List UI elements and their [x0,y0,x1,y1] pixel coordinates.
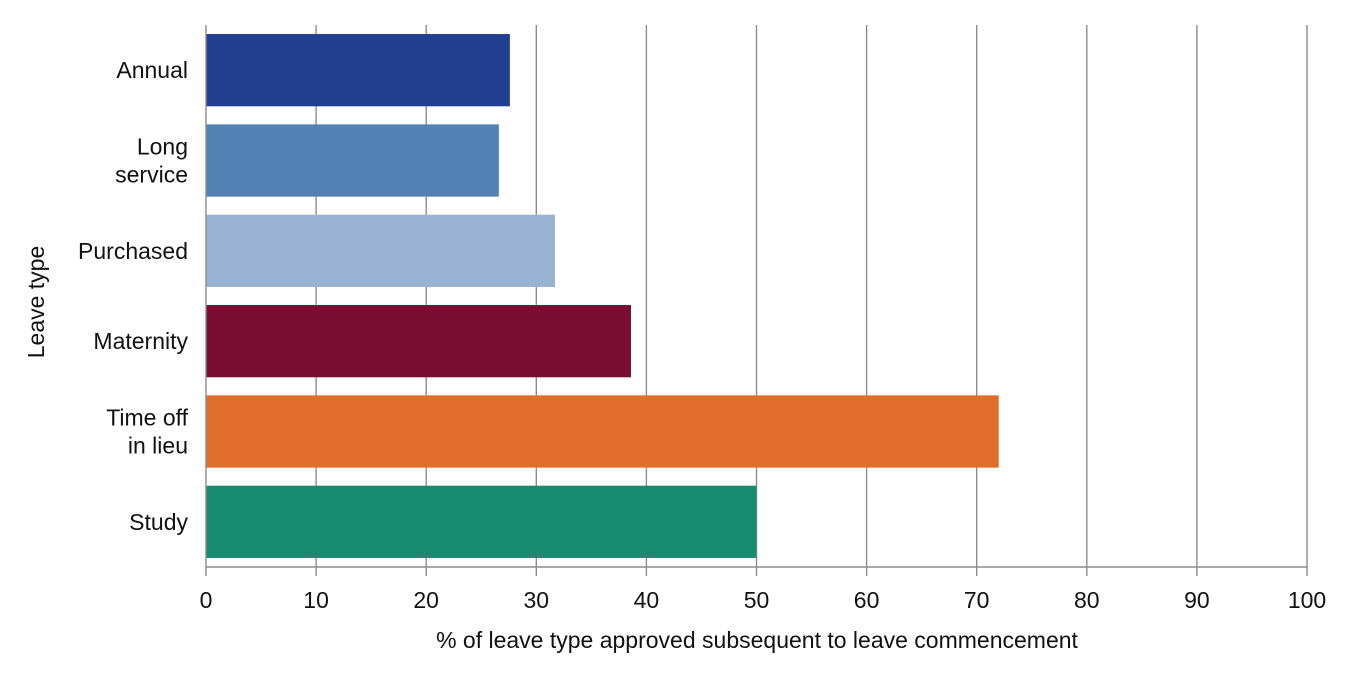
x-tick-label: 80 [1074,587,1100,613]
bar-annual [206,34,510,107]
bar-long-service [206,124,499,197]
x-tick-label: 90 [1184,587,1210,613]
x-tick-label: 60 [854,587,880,613]
bar-purchased [206,214,556,287]
bars [206,34,999,558]
bar-maternity [206,305,631,378]
x-axis-title: % of leave type approved subsequent to l… [436,627,1078,653]
category-label: service [115,162,188,188]
x-tick-label: 30 [524,587,550,613]
x-tick-label: 20 [413,587,439,613]
category-label: Maternity [93,328,188,354]
bar-study [206,485,757,558]
x-tick-label: 10 [303,587,329,613]
category-label: Long [137,134,188,160]
category-label: Annual [116,57,188,83]
bar-time-off-in-lieu [206,395,999,468]
x-tick-label: 70 [964,587,990,613]
x-tick-label: 0 [200,587,213,613]
category-label: Time off [106,405,188,431]
category-label: Study [129,509,188,535]
category-label: in lieu [128,433,188,459]
axes [205,25,1308,576]
x-tick-label: 50 [744,587,770,613]
x-tick-label: 100 [1288,587,1326,613]
gridlines [315,25,1308,567]
x-tick-label: 40 [634,587,660,613]
y-axis-title: Leave type [23,246,49,359]
category-label: Purchased [78,238,188,264]
